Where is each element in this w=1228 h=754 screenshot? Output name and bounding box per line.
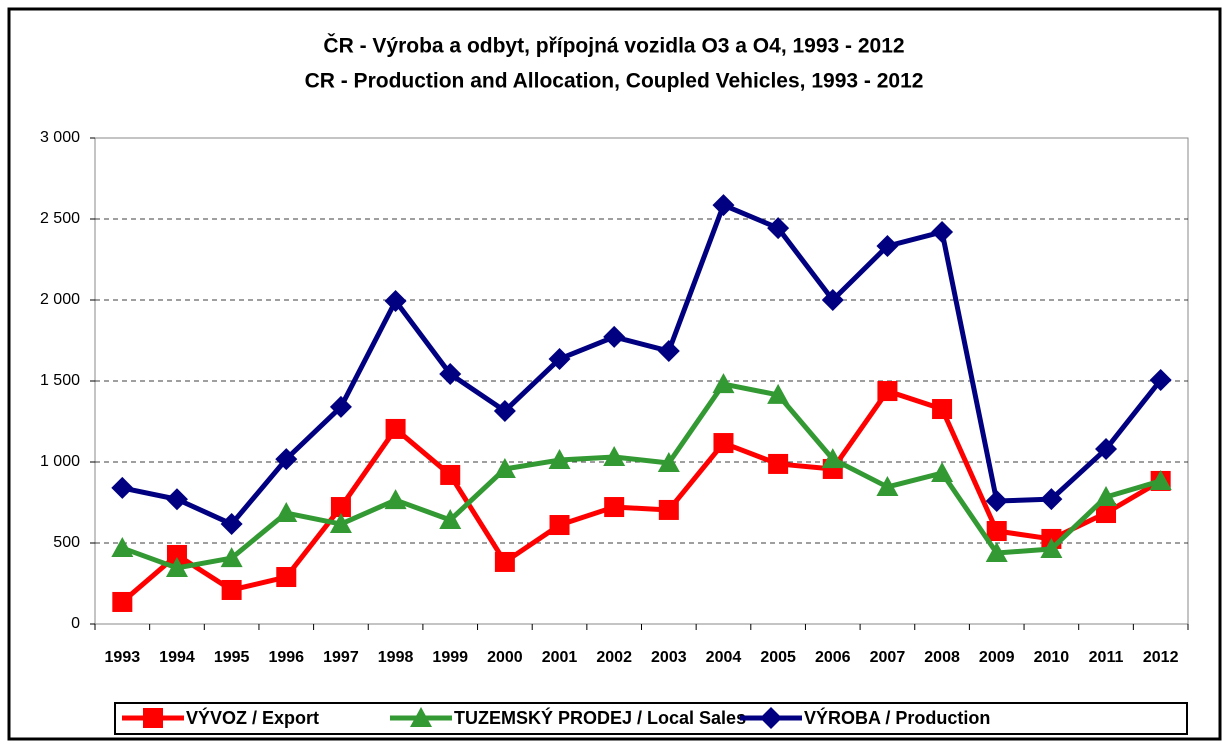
marker xyxy=(548,449,571,470)
marker xyxy=(821,289,844,311)
marker xyxy=(986,521,1007,542)
x-tick-label: 2005 xyxy=(760,649,796,666)
marker xyxy=(658,499,679,520)
marker xyxy=(1149,369,1172,392)
marker xyxy=(712,194,735,217)
marker xyxy=(877,381,898,402)
marker xyxy=(166,544,187,565)
marker xyxy=(876,235,899,258)
marker xyxy=(329,395,352,418)
marker xyxy=(657,340,680,363)
y-tick-label: 500 xyxy=(53,534,80,551)
marker xyxy=(768,453,789,474)
marker xyxy=(821,448,844,469)
marker xyxy=(712,373,735,394)
marker xyxy=(493,457,516,478)
chart-subtitle: CR - Production and Allocation, Coupled … xyxy=(305,70,924,93)
legend-label: TUZEMSKÝ PRODEJ / Local Sales xyxy=(454,707,746,728)
marker xyxy=(220,547,243,568)
marker xyxy=(767,383,790,404)
x-tick-label: 2008 xyxy=(924,649,960,666)
x-tick-label: 1997 xyxy=(323,649,359,666)
marker xyxy=(1149,469,1172,490)
marker xyxy=(1040,537,1063,558)
marker xyxy=(384,489,407,510)
series-line xyxy=(120,388,1162,604)
chart-border xyxy=(7,7,1222,741)
marker xyxy=(410,707,432,727)
marker xyxy=(439,508,462,529)
marker xyxy=(221,579,242,600)
marker xyxy=(112,591,133,612)
marker xyxy=(111,476,134,499)
marker xyxy=(493,399,516,422)
marker xyxy=(985,542,1008,563)
marker xyxy=(549,515,570,536)
legend-box xyxy=(114,702,1188,735)
marker xyxy=(440,464,461,485)
marker xyxy=(876,475,899,496)
x-tick-label: 2004 xyxy=(706,649,742,666)
legend-label: VÝROBA / Production xyxy=(804,707,990,728)
x-tick-label: 1998 xyxy=(378,649,414,666)
marker xyxy=(143,708,163,728)
x-tick-label: 2012 xyxy=(1143,649,1179,666)
marker xyxy=(1095,438,1118,461)
marker xyxy=(1096,503,1117,524)
x-tick-label: 2002 xyxy=(596,649,632,666)
marker xyxy=(548,347,571,370)
marker xyxy=(330,497,351,518)
marker xyxy=(111,537,134,558)
marker xyxy=(1040,488,1063,511)
x-tick-label: 2010 xyxy=(1034,649,1070,666)
marker xyxy=(931,220,954,243)
marker xyxy=(1095,485,1118,506)
marker xyxy=(275,502,298,523)
y-tick-label: 3 000 xyxy=(40,129,80,146)
marker xyxy=(932,399,953,420)
marker xyxy=(220,513,243,536)
marker xyxy=(657,451,680,472)
marker xyxy=(713,433,734,454)
chart-title: ČR - Výroba a odbyt, přípojná vozidla O3… xyxy=(323,34,904,58)
series-line xyxy=(121,202,1163,527)
y-tick-label: 0 xyxy=(71,615,80,632)
marker xyxy=(767,217,790,240)
x-tick-label: 2007 xyxy=(870,649,906,666)
x-tick-label: 1994 xyxy=(159,649,195,666)
x-tick-label: 1993 xyxy=(105,649,141,666)
x-tick-label: 2003 xyxy=(651,649,687,666)
marker xyxy=(603,445,626,466)
marker xyxy=(760,707,782,729)
y-tick-label: 2 500 xyxy=(40,210,80,227)
marker xyxy=(165,556,188,577)
marker xyxy=(603,325,626,348)
x-tick-label: 1999 xyxy=(432,649,468,666)
x-tick-label: 2000 xyxy=(487,649,523,666)
marker xyxy=(439,363,462,386)
y-tick-label: 1 000 xyxy=(40,453,80,470)
marker xyxy=(329,513,352,534)
x-tick-label: 1996 xyxy=(268,649,304,666)
marker xyxy=(165,488,188,511)
x-tick-label: 2001 xyxy=(542,649,578,666)
marker xyxy=(604,497,625,518)
y-tick-label: 2 000 xyxy=(40,291,80,308)
marker xyxy=(276,567,297,588)
marker xyxy=(494,551,515,572)
marker xyxy=(384,289,407,312)
x-tick-label: 2006 xyxy=(815,649,851,666)
x-tick-label: 1995 xyxy=(214,649,250,666)
series-line xyxy=(121,381,1162,571)
marker xyxy=(275,448,298,471)
legend: VÝVOZ / Export TUZEMSKÝ PRODEJ / Local Sa… xyxy=(114,702,1188,735)
x-tick-label: 2009 xyxy=(979,649,1015,666)
legend-label: VÝVOZ / Export xyxy=(186,707,319,728)
x-tick-label: 2011 xyxy=(1089,649,1124,666)
marker xyxy=(985,490,1008,513)
y-tick-label: 1 500 xyxy=(40,372,80,389)
marker xyxy=(385,418,406,439)
marker xyxy=(931,462,954,483)
